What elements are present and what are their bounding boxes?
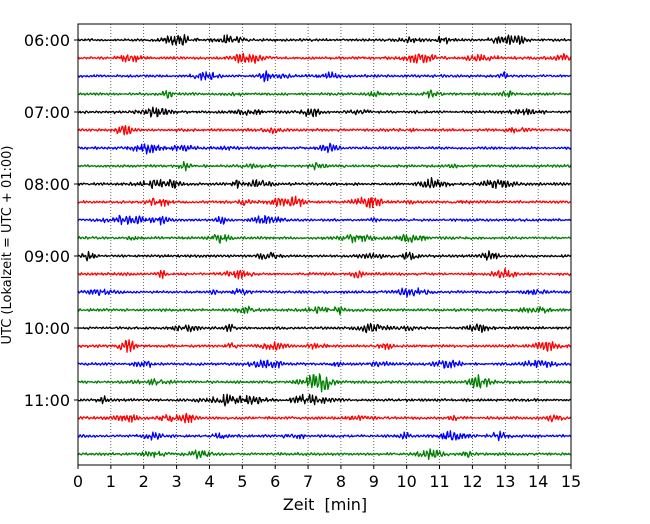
seismic-trace — [77, 359, 572, 369]
x-tick-label: 5 — [237, 472, 247, 491]
seismic-trace — [77, 233, 572, 244]
seismic-trace — [77, 373, 572, 393]
seismic-trace — [77, 89, 572, 99]
seismic-trace — [77, 106, 572, 118]
seismic-trace — [77, 267, 572, 280]
seismic-trace — [77, 214, 571, 226]
y-tick-label: 07:00 — [24, 103, 70, 122]
seismic-trace — [77, 70, 571, 83]
seismic-trace — [77, 52, 572, 64]
x-tick-label: 11 — [429, 472, 449, 491]
y-tick-label: 09:00 — [24, 247, 70, 266]
x-tick-label: 1 — [106, 472, 116, 491]
plot-frame — [77, 23, 572, 466]
seismic-trace — [77, 177, 571, 189]
x-axis-ticks: 0 1 2 3 4 5 6 7 8 9 10 11 12 13 14 15 — [73, 465, 581, 491]
x-tick-label: 9 — [369, 472, 379, 491]
seismic-trace — [77, 125, 572, 136]
x-axis-label: Zeit [min] — [283, 495, 367, 514]
y-tick-label: 06:00 — [24, 31, 70, 50]
y-axis-label: UTC (Lokalzeit = UTC + 01:00) — [0, 146, 15, 345]
seismic-trace — [77, 34, 572, 46]
x-tick-label: 6 — [270, 472, 280, 491]
seismic-traces — [77, 34, 572, 461]
seismic-trace — [77, 305, 572, 316]
seismic-trace — [77, 393, 572, 407]
seismic-trace — [77, 142, 572, 155]
seismic-trace — [77, 287, 572, 298]
seismic-trace — [77, 412, 572, 424]
x-tick-label: 0 — [73, 472, 83, 491]
y-tick-label: 10:00 — [24, 319, 70, 338]
x-tick-label: 12 — [462, 472, 482, 491]
x-tick-label: 10 — [396, 472, 416, 491]
seismic-trace — [77, 250, 572, 262]
x-tick-label: 15 — [561, 472, 581, 491]
seismic-trace — [77, 160, 572, 172]
seismic-trace — [77, 339, 572, 353]
x-tick-label: 3 — [172, 472, 182, 491]
x-tick-label: 4 — [204, 472, 214, 491]
y-tick-label: 08:00 — [24, 175, 70, 194]
seismic-trace — [77, 195, 572, 209]
x-tick-label: 2 — [139, 472, 149, 491]
y-axis-ticks: 06:00 07:00 08:00 09:00 10:00 11:00 — [24, 31, 78, 410]
x-tick-label: 14 — [528, 472, 548, 491]
x-tick-label: 7 — [303, 472, 313, 491]
y-tick-label: 11:00 — [24, 391, 70, 410]
seismic-trace — [77, 322, 572, 334]
seismic-trace — [77, 430, 572, 442]
x-tick-label: 8 — [336, 472, 346, 491]
seismic-trace — [77, 448, 571, 461]
x-tick-label: 13 — [495, 472, 515, 491]
